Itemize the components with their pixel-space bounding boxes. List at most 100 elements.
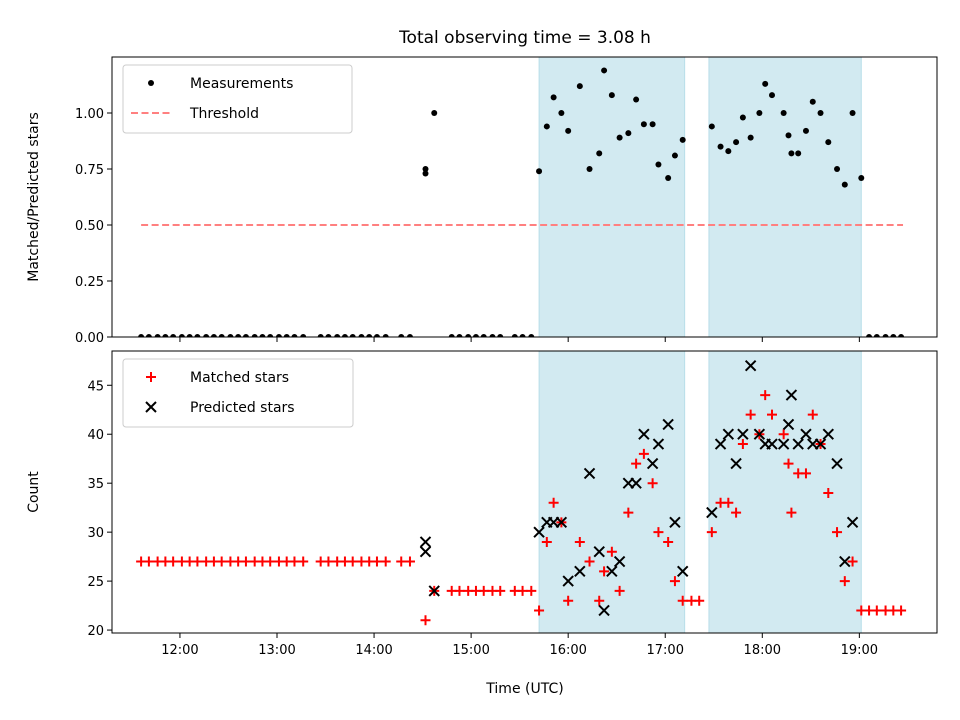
predicted-star-point (777, 438, 790, 450)
predicted-star-point (613, 555, 626, 568)
measurement-point (325, 334, 332, 337)
measurement-point (739, 114, 746, 121)
legend-label: Predicted stars (190, 400, 295, 416)
observing-window (538, 350, 686, 634)
matched-star-point (847, 556, 858, 567)
predicted-star-point (593, 546, 605, 558)
matched-star-point (420, 615, 431, 626)
predicted-star-point (766, 438, 778, 450)
predicted-star-point (638, 428, 650, 440)
y-tick-label: 45 (87, 379, 104, 394)
measurement-point (154, 334, 161, 337)
measurement-point (235, 334, 242, 337)
measurement-point (456, 334, 463, 337)
matched-star-point (606, 546, 617, 557)
measurement-point (565, 127, 572, 134)
measurement-point (834, 166, 841, 172)
measurement-point (725, 148, 732, 155)
axes-frame (111, 56, 938, 338)
y-tick-label: 35 (87, 477, 104, 492)
legend-label: Measurements (190, 76, 293, 92)
x-tick-label: 13:00 (258, 643, 295, 658)
measurement-point (519, 334, 526, 337)
measurement-point (780, 110, 787, 116)
matched-star-point (638, 448, 649, 459)
measurement-point (267, 334, 274, 337)
measurement-point (596, 150, 603, 157)
measurement-point (586, 166, 593, 172)
measurement-point (769, 92, 775, 99)
measurement-point (186, 334, 193, 337)
predicted-star-point (814, 438, 827, 450)
matched-star-point (404, 556, 415, 567)
predicted-star-point (831, 457, 843, 470)
matched-star-point (663, 536, 674, 547)
predicted-star-point (676, 565, 689, 578)
matched-star-point (478, 585, 489, 596)
matched-star-point (723, 497, 734, 508)
measurement-point (398, 334, 405, 337)
measurement-point (655, 161, 662, 168)
matched-star-point (396, 556, 407, 567)
measurement-point (275, 334, 282, 337)
matched-star-point (745, 409, 756, 420)
measurement-point (733, 139, 740, 146)
measurement-point (543, 123, 550, 130)
predicted-star-point (652, 438, 665, 450)
x-tick-label: 18:00 (744, 643, 781, 658)
matched-star-point (832, 527, 843, 538)
measurement-point (283, 334, 290, 337)
matched-star-point (380, 556, 391, 567)
matched-star-point (760, 390, 771, 401)
predicted-star-point (419, 536, 432, 548)
measurement-point (785, 132, 792, 139)
observing-window (538, 56, 686, 338)
x-tick-label: 16:00 (549, 643, 586, 658)
matched-star-point (371, 556, 382, 567)
predicted-star-point (800, 428, 812, 440)
matched-star-point (526, 585, 537, 596)
measurement-point (497, 334, 504, 337)
matched-star-point (871, 605, 882, 616)
matched-star-point (647, 478, 658, 489)
predicted-star-point (598, 604, 610, 617)
matched-star-point (599, 566, 610, 577)
matched-star-point (800, 468, 811, 479)
matched-star-point (694, 595, 705, 606)
y-tick-label: 20 (87, 624, 104, 639)
matched-star-point (677, 595, 688, 606)
measurement-point (601, 67, 608, 74)
measurement-point (448, 334, 455, 337)
matched-star-point (653, 527, 664, 538)
plot-area (138, 67, 905, 337)
measurement-point (480, 334, 487, 337)
measurement-point (300, 334, 307, 337)
y-tick-label: 30 (87, 526, 104, 541)
measurement-point (178, 334, 185, 337)
measurement-point (817, 110, 824, 116)
predicted-star-point (846, 516, 859, 529)
measurement-point (358, 334, 365, 337)
measurement-point (708, 123, 715, 130)
predicted-star-point (606, 565, 618, 578)
predicted-star-point (428, 585, 440, 597)
measurement-point (625, 130, 632, 137)
measurement-point (162, 334, 169, 337)
legend: Matched stars Predicted stars (122, 358, 354, 428)
x-tick-label: 15:00 (452, 643, 489, 658)
measurement-point (747, 134, 754, 141)
x-tick-label: 14:00 (355, 643, 392, 658)
predicted-star-point (706, 506, 718, 519)
measurement-point (550, 94, 557, 101)
predicted-star-point (583, 467, 596, 480)
measurement-point (890, 334, 897, 337)
y-tick-label: 25 (87, 575, 104, 590)
measurement-point (170, 334, 177, 337)
x-tick-label: 19:00 (841, 643, 878, 658)
observing-window (708, 56, 862, 338)
matched-star-point (767, 409, 777, 420)
y-axis-label: Matched/Predicted stars (26, 112, 42, 282)
measurement-point (528, 334, 535, 337)
matched-star-point (737, 439, 748, 450)
y-tick-label: 0.25 (75, 275, 104, 290)
